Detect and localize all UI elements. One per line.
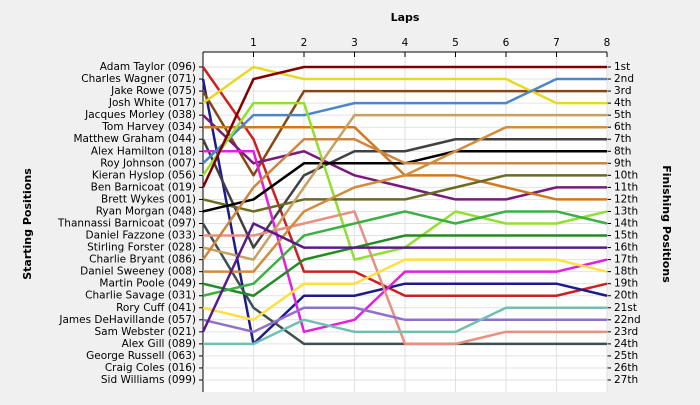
- finish-label: 17th: [614, 254, 638, 266]
- start-label: Kieran Hyslop (056): [92, 169, 196, 181]
- start-label: George Russell (063): [86, 350, 196, 362]
- start-label: Sam Webster (021): [95, 326, 197, 338]
- finish-label: 15th: [614, 230, 638, 242]
- driver-line: [202, 210, 608, 297]
- start-label: Daniel Fazzone (033): [86, 230, 196, 242]
- finish-label: 4th: [614, 97, 631, 109]
- start-label: Alex Gill (089): [122, 338, 196, 350]
- driver-line: [202, 65, 607, 105]
- start-label: Sid Williams (099): [101, 374, 196, 386]
- finish-label: 2nd: [614, 73, 634, 85]
- driver-line: [203, 125, 607, 273]
- start-label: Charlie Bryant (086): [89, 254, 196, 266]
- start-label: Tom Harvey (034): [101, 121, 196, 133]
- driver-line: [201, 137, 607, 261]
- finish-label: 5th: [614, 109, 631, 121]
- driver-line: [201, 89, 607, 177]
- driver-line: [201, 222, 607, 333]
- start-label: Thannassi Barnicoat (097): [57, 218, 196, 230]
- finish-label: 8th: [614, 145, 631, 157]
- finish-label: 14th: [614, 218, 638, 230]
- finish-label: 12th: [614, 193, 638, 205]
- driver-line: [202, 306, 607, 334]
- start-label: Alex Hamilton (018): [91, 145, 196, 157]
- start-label: Adam Taylor (096): [100, 61, 196, 73]
- start-label: Charles Wagner (071): [81, 73, 196, 85]
- x-tick-label: 7: [553, 37, 560, 49]
- start-label: Josh White (017): [108, 97, 196, 109]
- start-label: James DeHavillande (057): [58, 314, 196, 326]
- finish-label: 9th: [614, 157, 631, 169]
- finish-label: 13th: [614, 205, 638, 217]
- x-tick-label: 5: [452, 37, 459, 49]
- driver-line: [201, 66, 608, 297]
- driver-line: [202, 258, 608, 322]
- driver-line: [203, 306, 607, 346]
- x-tick-label: 4: [402, 37, 409, 49]
- start-label: Jacques Morley (038): [84, 109, 196, 121]
- driver-line: [201, 78, 608, 346]
- finish-label: 10th: [614, 169, 638, 181]
- start-label: Brett Wykes (001): [101, 193, 196, 205]
- finish-label: 18th: [614, 266, 638, 278]
- start-label: Ben Barnicoat (019): [91, 181, 196, 193]
- start-label: Martin Poole (049): [99, 278, 196, 290]
- start-label: Daniel Sweeney (008): [80, 266, 196, 278]
- x-tick-label: 1: [250, 37, 257, 49]
- driver-line: [201, 65, 607, 188]
- driver-line: [202, 234, 607, 297]
- chart-title: Laps: [391, 11, 420, 24]
- x-tick-label: 6: [503, 37, 510, 49]
- x-tick-label: 8: [604, 37, 611, 49]
- y-axis-label: Starting Positions: [21, 168, 34, 280]
- y2-axis-label: Finishing Positions: [660, 165, 673, 283]
- finish-label: 25th: [614, 350, 638, 362]
- finish-label: 20th: [614, 290, 638, 302]
- driver-line: [203, 150, 608, 334]
- finish-label: 3rd: [614, 85, 631, 97]
- finish-label: 27th: [614, 374, 638, 386]
- finish-label: 6th: [614, 121, 631, 133]
- driver-line: [202, 174, 607, 213]
- start-label: Rory Cuff (041): [116, 302, 196, 314]
- x-tick-label: 2: [301, 37, 308, 49]
- finish-label: 11th: [614, 181, 638, 193]
- finish-label: 22nd: [614, 314, 641, 326]
- finish-label: 23rd: [614, 326, 638, 338]
- start-label: Craig Coles (016): [105, 362, 196, 374]
- x-tick-label: 3: [351, 37, 358, 49]
- driver-line: [202, 77, 607, 165]
- finish-label: 1st: [614, 61, 630, 73]
- finish-label: 16th: [614, 242, 638, 254]
- start-label: Jake Rowe (075): [110, 85, 196, 97]
- driver-line: [202, 114, 607, 201]
- start-label: Charlie Savage (031): [85, 290, 196, 302]
- start-label: Roy Johnson (007): [100, 157, 196, 169]
- finish-label: 21st: [614, 302, 637, 314]
- finish-label: 19th: [614, 278, 638, 290]
- driver-line: [202, 113, 607, 261]
- finish-label: 7th: [614, 133, 631, 145]
- finish-label: 24th: [614, 338, 638, 350]
- driver-line: [201, 137, 607, 249]
- finish-label: 26th: [614, 362, 638, 374]
- start-label: Ryan Morgan (048): [96, 205, 196, 217]
- start-label: Matthew Graham (044): [73, 133, 196, 145]
- start-label: Stirling Forster (028): [87, 242, 196, 254]
